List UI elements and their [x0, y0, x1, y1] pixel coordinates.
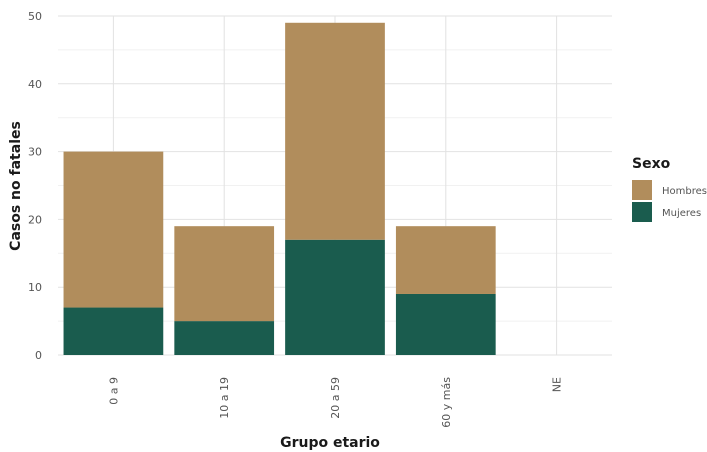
y-axis-ticks: 0 10 20 30 40 50 — [28, 10, 42, 362]
x-axis-ticks: 0 a 9 10 a 19 20 a 59 60 y más NE — [107, 377, 563, 428]
bar-hombres-0 — [63, 151, 164, 308]
bar-mujeres-2 — [285, 239, 385, 355]
legend-swatch-mujeres — [632, 202, 652, 222]
legend-swatch-hombres — [632, 180, 652, 200]
x-axis-title: Grupo etario — [280, 435, 380, 451]
y-tick-label: 20 — [28, 213, 42, 226]
y-tick-label: 0 — [35, 349, 42, 362]
y-axis-title: Casos no fatales — [8, 121, 24, 251]
bar-hombres-2 — [285, 22, 385, 240]
legend-title: Sexo — [632, 156, 671, 172]
bar-mujeres-1 — [174, 321, 275, 355]
x-tick-label: 20 a 59 — [329, 377, 342, 419]
bar-mujeres-3 — [395, 293, 496, 355]
legend-label-hombres: Hombres — [662, 186, 707, 197]
bar-mujeres-0 — [63, 307, 164, 355]
y-tick-label: 50 — [28, 10, 42, 23]
x-tick-label: 60 y más — [440, 377, 453, 428]
y-tick-label: 40 — [28, 78, 42, 91]
bar-hombres-3 — [395, 226, 496, 294]
x-tick-label: NE — [551, 377, 564, 392]
x-tick-label: 10 a 19 — [218, 377, 231, 419]
bar-hombres-1 — [174, 226, 275, 322]
bars — [63, 22, 496, 355]
y-tick-label: 30 — [28, 146, 42, 159]
legend-label-mujeres: Mujeres — [662, 208, 701, 219]
y-tick-label: 10 — [28, 281, 42, 294]
x-tick-label: 0 a 9 — [107, 377, 120, 405]
legend: Sexo Hombres Mujeres — [632, 156, 707, 222]
